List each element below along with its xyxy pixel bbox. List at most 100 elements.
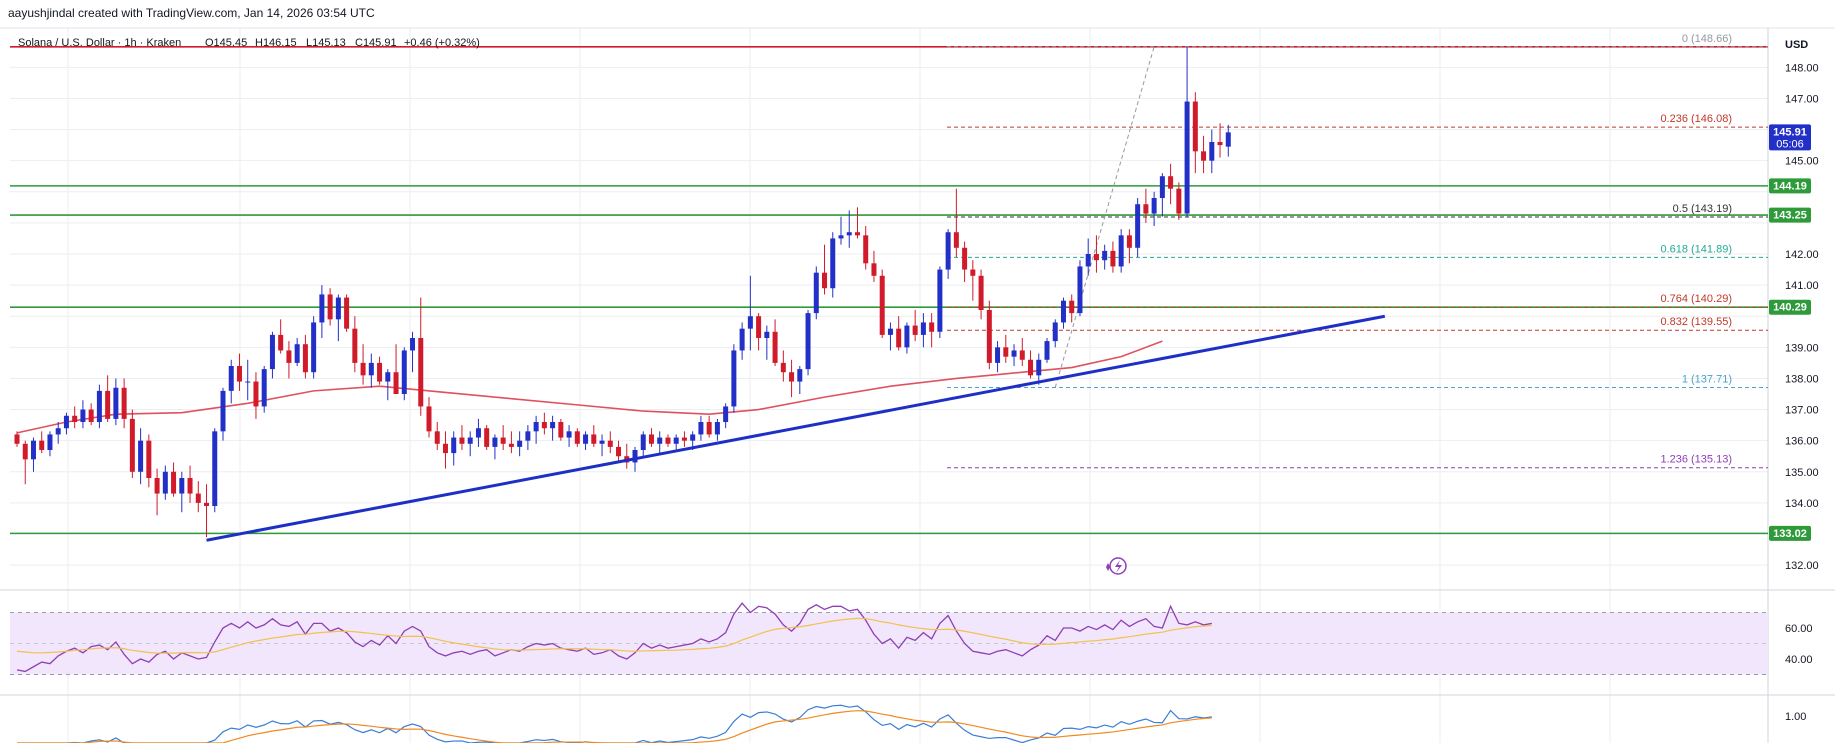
candle-body	[1036, 359, 1042, 376]
candle-body	[797, 369, 803, 382]
candle	[1143, 188, 1149, 223]
candle	[484, 425, 490, 450]
candle-body	[121, 387, 127, 419]
currency-label[interactable]: USD	[1785, 39, 1808, 51]
candle-body	[1028, 359, 1034, 376]
candle-body	[813, 272, 819, 314]
candle-body	[1052, 322, 1058, 342]
fib-level-label: 0.764 (140.29)	[1660, 293, 1732, 305]
candle-body	[162, 471, 168, 494]
candle	[360, 344, 366, 385]
candle-body	[80, 409, 86, 422]
candle	[138, 428, 144, 485]
candle-body	[822, 272, 828, 289]
candle	[574, 428, 580, 447]
moving-average-line	[16, 340, 1163, 434]
candle	[311, 316, 317, 379]
candle-body	[1069, 300, 1075, 314]
candle-body	[467, 437, 473, 444]
candle	[228, 359, 234, 404]
candle-body	[854, 232, 860, 236]
candle-body	[616, 446, 622, 457]
candle-body	[525, 431, 531, 441]
candle-body	[1159, 176, 1165, 198]
candle-body	[780, 362, 786, 373]
candle	[986, 300, 992, 370]
candle-body	[995, 347, 1001, 363]
candle	[616, 440, 622, 463]
candle-body	[896, 328, 902, 348]
candle-body	[978, 275, 984, 310]
candle-body	[945, 232, 951, 270]
candle-body	[1176, 188, 1182, 214]
candle	[822, 244, 828, 295]
rsi-line	[16, 602, 1212, 673]
candle-body	[953, 232, 959, 248]
candle-body	[714, 422, 720, 435]
price-tag-label: 144.19	[1773, 180, 1807, 192]
candle-body	[912, 325, 918, 335]
candle-body	[63, 415, 69, 429]
price-tick-label: 141.00	[1785, 280, 1819, 292]
candle	[797, 366, 803, 394]
candle-body	[1077, 266, 1083, 314]
candle	[393, 344, 399, 394]
candle-body	[484, 428, 490, 447]
candle	[1052, 319, 1058, 348]
candle	[871, 250, 877, 282]
candle-body	[665, 437, 671, 444]
candle-body	[360, 362, 366, 376]
candle-body	[929, 322, 935, 332]
candle	[657, 431, 663, 454]
candle-body	[558, 422, 564, 438]
candle	[648, 428, 654, 447]
candle-body	[1085, 254, 1091, 267]
candle	[1201, 135, 1207, 174]
chart-credit: aayushjindal created with TradingView.co…	[8, 6, 375, 20]
candle	[401, 347, 407, 401]
lightning-circle	[1109, 557, 1127, 575]
candle	[39, 431, 45, 454]
candle	[1217, 123, 1223, 158]
candle-body	[401, 350, 407, 394]
candle-body	[986, 310, 992, 363]
candle-body	[747, 316, 753, 329]
candle	[541, 412, 547, 435]
candle	[624, 443, 630, 469]
candle-body	[690, 434, 696, 441]
price-tag-time: 05:06	[1776, 138, 1804, 150]
candle	[368, 353, 374, 388]
candle	[96, 384, 102, 429]
candle-body	[212, 431, 218, 506]
candle	[377, 356, 383, 385]
price-tick-label: 132.00	[1785, 560, 1819, 572]
candle	[583, 431, 589, 450]
candle-body	[204, 502, 210, 506]
candle	[55, 422, 61, 444]
fib-level-label: 0 (148.66)	[1682, 33, 1732, 45]
lightning-spark	[1106, 563, 1110, 571]
signal-line	[17, 710, 1212, 743]
lightning-icon[interactable]	[1106, 557, 1127, 575]
candle-body	[22, 443, 28, 460]
price-tick-label: 142.00	[1785, 249, 1819, 261]
candle-body	[426, 406, 432, 432]
candle	[113, 378, 119, 426]
macd-tick-label: 1.00	[1785, 711, 1806, 723]
candle-body	[385, 372, 391, 382]
candle-body	[805, 313, 811, 370]
rsi-ma-line	[16, 617, 1212, 654]
candle-body	[14, 434, 20, 444]
candle	[162, 465, 168, 500]
candle	[14, 431, 20, 447]
candle	[846, 210, 852, 248]
candle	[220, 387, 226, 441]
candle-body	[920, 322, 926, 335]
price-tag: 140.29	[1769, 299, 1811, 315]
rsi-tick-label: 40.00	[1785, 654, 1813, 666]
candle-body	[566, 431, 572, 438]
candle	[352, 316, 358, 373]
candle	[442, 431, 448, 469]
candle-body	[220, 390, 226, 432]
